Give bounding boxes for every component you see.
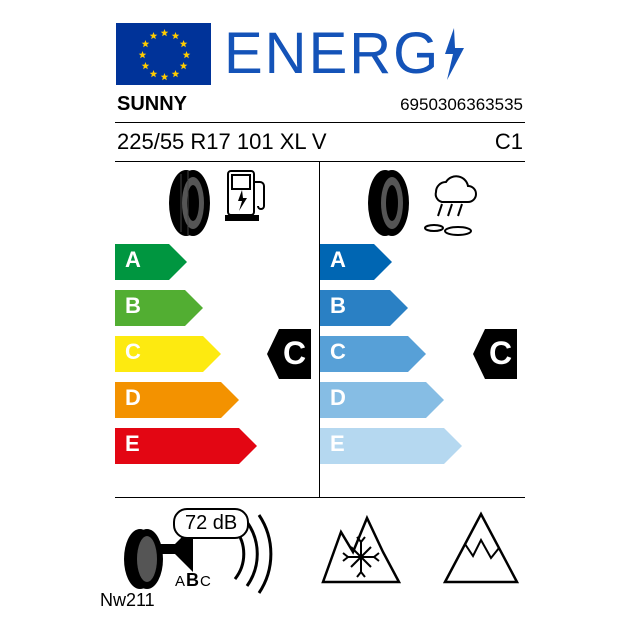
size-row: 225/55 R17 101 XL V C1 (115, 123, 525, 162)
model-name: Nw211 (100, 590, 155, 611)
wet-arrow-b: B (320, 290, 408, 326)
fuel-grade-letter: D (125, 385, 141, 411)
wet-arrow-e: E (320, 428, 462, 464)
wet-arrow-c: C (320, 336, 426, 372)
wet-icon-row (320, 168, 525, 244)
fuel-pump-icon (225, 168, 269, 224)
fuel-grade-letter: A (125, 247, 141, 273)
wet-arrow-a: A (320, 244, 392, 280)
fuel-arrow-c: C (115, 336, 221, 372)
wet-grade-letter: B (330, 293, 346, 319)
noise-class-letter: B (186, 570, 200, 590)
energy-text: ENERG (224, 20, 440, 87)
fuel-efficiency-column: A B C D E C (115, 162, 320, 497)
wet-arrow-d: D (320, 382, 444, 418)
wet-selected-badge: C (473, 329, 517, 379)
fuel-icon-row (115, 168, 319, 244)
fuel-grade-letter: B (125, 293, 141, 319)
fuel-arrow-stack: A B C D E C (115, 244, 319, 479)
wet-grade-letter: E (330, 431, 345, 457)
fuel-arrow-b: B (115, 290, 203, 326)
wet-selected-letter: C (489, 335, 512, 372)
charts-area: A B C D E C (115, 162, 525, 498)
noise-class-letter: A (175, 573, 186, 590)
wet-grip-column: A B C D E C (320, 162, 525, 497)
barcode-value: 6950306363535 (400, 95, 523, 115)
wet-arrow-stack: A B C D E C (320, 244, 525, 479)
fuel-grade-letter: C (125, 339, 141, 365)
energy-header: ENERG (115, 20, 525, 87)
noise-class-letters: ABC (175, 570, 212, 591)
wet-grade-letter: C (330, 339, 346, 365)
bottom-row: 72 dB ABC (115, 498, 525, 608)
tyre-class: C1 (495, 129, 523, 155)
fuel-selected-letter: C (283, 335, 306, 372)
energy-word: ENERG (224, 20, 466, 87)
fuel-selected-badge: C (267, 329, 311, 379)
noise-class-letter: C (200, 573, 212, 590)
brand-row: SUNNY 6950306363535 (115, 87, 525, 123)
noise-block: 72 dB ABC (115, 504, 285, 594)
wet-grade-letter: D (330, 385, 346, 411)
tyre-size: 225/55 R17 101 XL V (117, 129, 327, 155)
fuel-arrow-a: A (115, 244, 187, 280)
tyre-icon (365, 168, 420, 238)
fuel-arrow-e: E (115, 428, 257, 464)
tyre-icon (166, 168, 221, 238)
noise-db-value: 72 dB (173, 508, 249, 539)
rain-cloud-icon (424, 168, 480, 238)
eu-tyre-label: ENERG SUNNY 6950306363535 225/55 R17 101… (115, 20, 525, 608)
fuel-arrow-d: D (115, 382, 239, 418)
fuel-grade-letter: E (125, 431, 140, 457)
snow-grip-icon (317, 504, 405, 588)
wet-grade-letter: A (330, 247, 346, 273)
brand-name: SUNNY (117, 93, 187, 116)
ice-grip-icon (437, 504, 525, 588)
eu-flag (115, 22, 212, 86)
lightning-icon (440, 28, 466, 80)
